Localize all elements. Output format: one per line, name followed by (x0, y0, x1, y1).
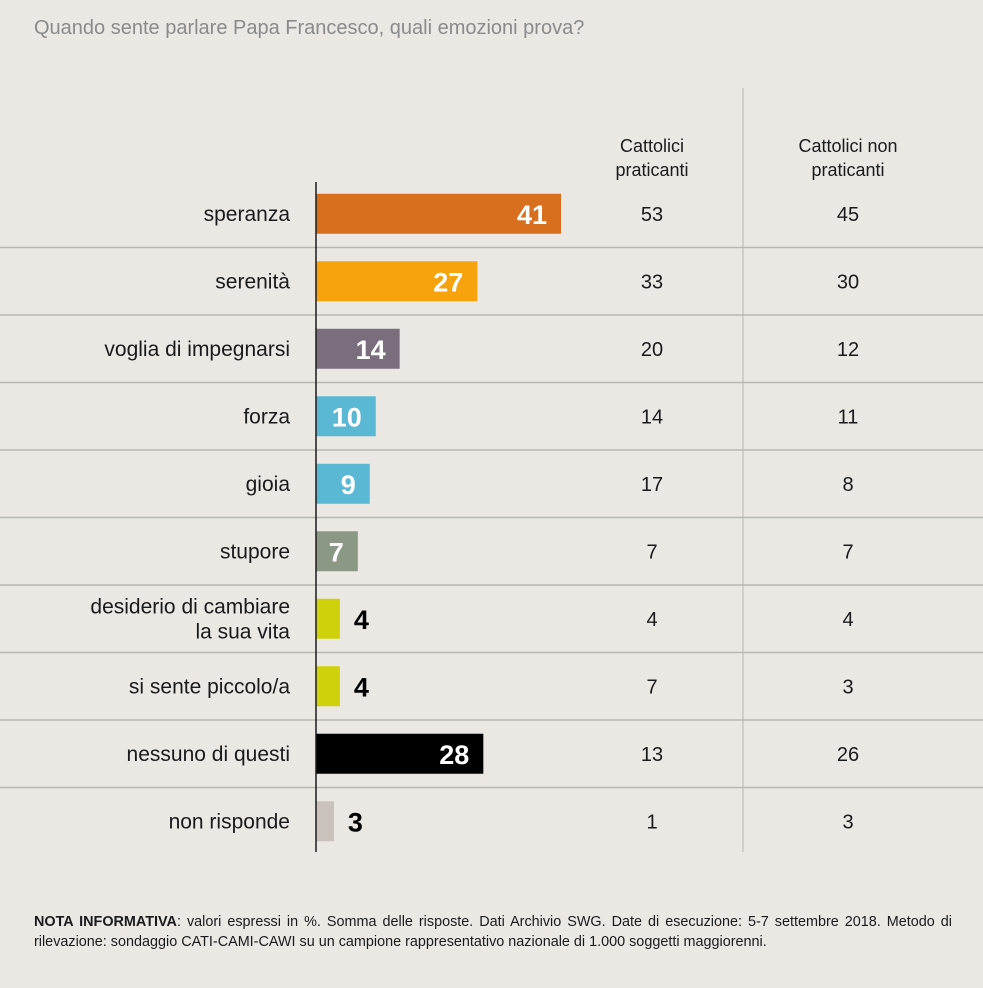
bar-value-label: 3 (348, 807, 363, 837)
bar-value-label: 10 (332, 402, 362, 432)
note-label: NOTA INFORMATIVA (34, 914, 177, 930)
category-label: serenità (215, 270, 290, 293)
table-value-col2: 45 (837, 204, 859, 226)
bar (316, 328, 400, 369)
bar-chart: Cattolici praticanti Cattolici non pratican… (0, 88, 983, 852)
bar-value-label: 28 (439, 740, 469, 770)
table-value-col2: 26 (837, 744, 859, 766)
bar (316, 733, 484, 774)
category-label: la sua vita (195, 620, 290, 643)
bar-value-label: 41 (517, 200, 547, 230)
category-label: non risponde (169, 810, 290, 833)
table-value-col2: 3 (842, 811, 853, 833)
bar (316, 396, 376, 437)
column-header-2: praticanti (811, 160, 884, 180)
bar-value-label: 7 (329, 537, 344, 567)
bar-value-label: 4 (354, 605, 369, 635)
table-value-col1: 20 (641, 339, 663, 361)
table-value-col2: 30 (837, 271, 859, 293)
table-value-col2: 4 (842, 609, 853, 631)
bar-value-label: 14 (356, 335, 386, 365)
bar (316, 193, 561, 234)
table-value-col2: 11 (838, 406, 859, 428)
methodology-note: NOTA INFORMATIVA: valori espressi in %. … (34, 912, 952, 952)
chart-title: Quando sente parlare Papa Francesco, qua… (34, 17, 585, 39)
table-value-col1: 14 (641, 406, 663, 428)
category-label: nessuno di questi (127, 743, 290, 766)
category-label: stupore (220, 540, 290, 563)
bar (316, 666, 340, 707)
bar-value-label: 4 (354, 672, 369, 702)
table-value-col2: 8 (842, 474, 853, 496)
table-value-col1: 13 (641, 744, 663, 766)
bar (316, 531, 358, 572)
category-label: forza (243, 405, 290, 428)
table-value-col1: 7 (646, 676, 657, 698)
category-label: voglia di impegnarsi (104, 338, 290, 361)
table-value-col1: 1 (646, 811, 657, 833)
column-header-1: praticanti (615, 160, 688, 180)
table-value-col2: 7 (842, 541, 853, 563)
column-header-2: Cattolici non (798, 136, 897, 156)
table-value-col2: 12 (837, 339, 859, 361)
bar (316, 598, 340, 639)
table-value-col2: 3 (842, 676, 853, 698)
bar (316, 261, 478, 302)
table-value-col1: 4 (646, 609, 657, 631)
table-value-col1: 53 (641, 204, 663, 226)
category-label: gioia (246, 473, 291, 496)
table-value-col1: 33 (641, 271, 663, 293)
category-label: desiderio di cambiare (90, 595, 290, 618)
table-value-col1: 17 (641, 474, 663, 496)
category-label: si sente piccolo/a (129, 675, 290, 698)
note-text: : valori espressi in %. Somma delle risp… (34, 914, 952, 950)
column-header-1: Cattolici (620, 136, 684, 156)
bar (316, 801, 334, 842)
bar-value-label: 27 (433, 267, 463, 297)
category-label: speranza (204, 203, 291, 226)
bar (316, 463, 370, 504)
bar-value-label: 9 (341, 470, 356, 500)
table-value-col1: 7 (646, 541, 657, 563)
